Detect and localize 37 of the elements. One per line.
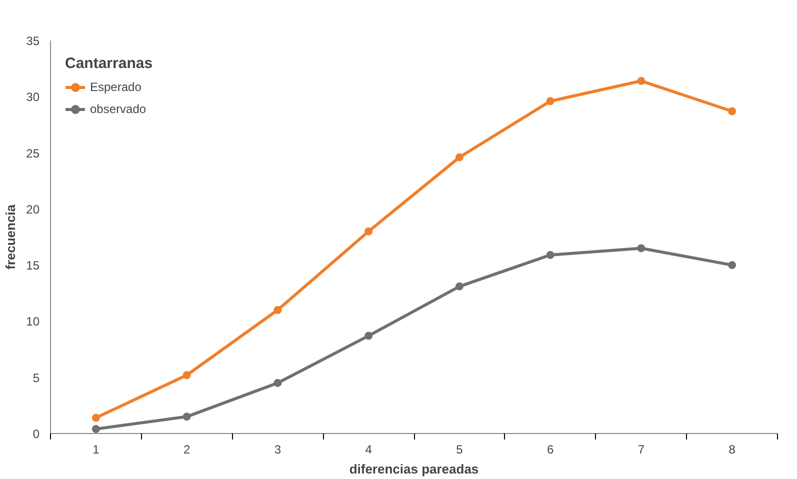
point (92, 425, 100, 433)
x-tick-label: 5 (456, 442, 464, 456)
point (546, 250, 554, 259)
point (182, 412, 191, 421)
x-axis-title: diferencias pareadas (349, 462, 479, 476)
point (728, 261, 736, 270)
y-tick-label: 10 (26, 314, 40, 329)
y-tick-label: 25 (26, 146, 40, 160)
x-tick-label: 1 (92, 442, 100, 456)
point (637, 244, 646, 252)
y-tick-label: 30 (26, 90, 40, 104)
y-tick-label: 5 (32, 370, 40, 385)
point (455, 282, 464, 290)
point (364, 227, 373, 236)
point (274, 378, 282, 387)
x-tick-label: 8 (728, 442, 736, 456)
point (546, 97, 554, 106)
legend-label: Esperado (90, 80, 142, 94)
point (364, 332, 373, 340)
point (182, 371, 191, 380)
y-tick-label: 0 (32, 427, 40, 441)
x-tick-label: 3 (274, 442, 282, 456)
y-tick-label: 15 (26, 258, 40, 273)
x-tick-label: 2 (183, 442, 190, 456)
y-tick-label: 35 (26, 34, 40, 48)
point (728, 107, 736, 116)
y-axis-title: frecuencia (3, 204, 18, 270)
x-tick-label: 7 (638, 442, 645, 456)
point (637, 76, 646, 85)
point (274, 306, 282, 314)
y-tick-label: 20 (26, 202, 40, 216)
x-tick-label: 6 (546, 442, 554, 456)
legend-label: observado (90, 102, 146, 116)
point (92, 414, 100, 422)
point (455, 153, 464, 162)
x-tick-label: 4 (365, 442, 372, 456)
legend-title: Cantarranas (65, 55, 153, 72)
